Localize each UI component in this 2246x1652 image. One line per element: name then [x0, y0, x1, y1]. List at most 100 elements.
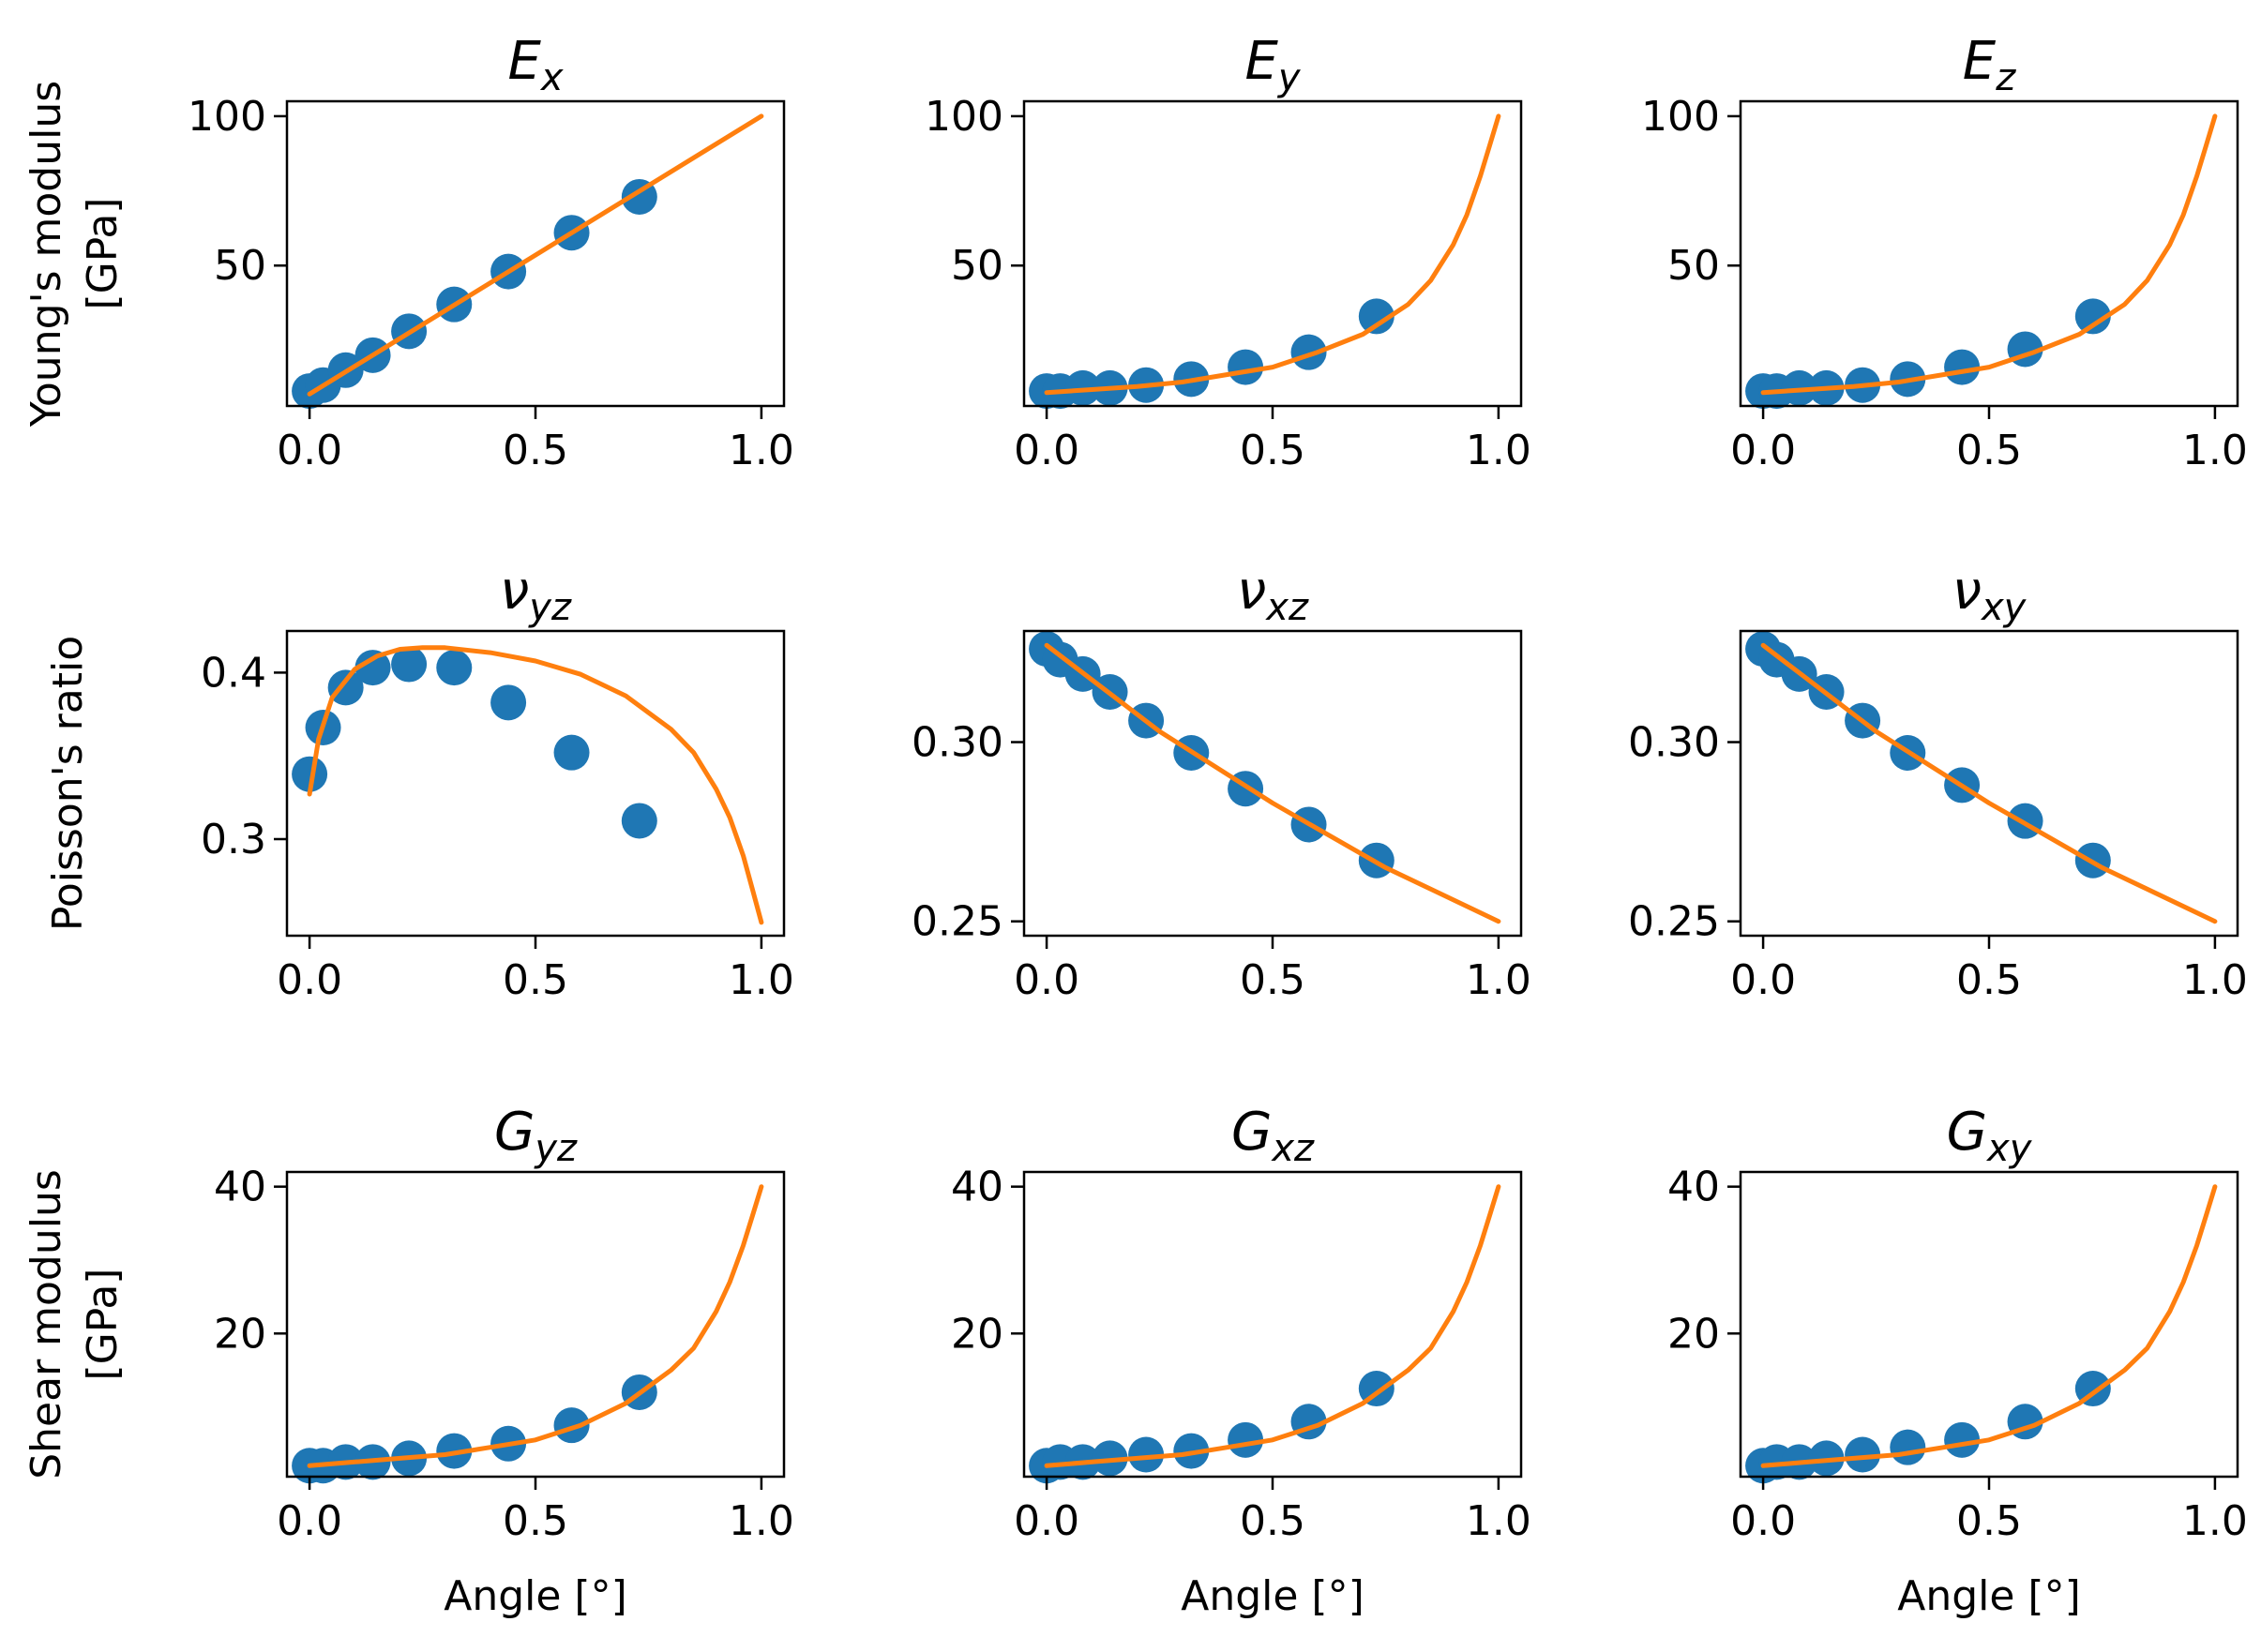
y-tick-label: 100 — [925, 93, 1003, 141]
fit-line — [1044, 1184, 1501, 1468]
y-tick-label: 40 — [1667, 1164, 1720, 1211]
data-point — [621, 803, 657, 839]
x-tick-label: 1.0 — [1466, 427, 1531, 474]
x-tick-label: 1.0 — [729, 1497, 794, 1545]
x-tick-label: 1.0 — [1466, 1497, 1531, 1545]
x-tick-label: 0.5 — [1956, 956, 2022, 1004]
subplot-Gyz-6: 0.0 0.5 1.0 20 40 Gyz Angle [°] Shear modulus [G… — [23, 1102, 794, 1620]
subplot-title: νxz — [1237, 561, 1309, 629]
y-tick-label: 0.30 — [1628, 719, 1720, 767]
data-point — [1290, 334, 1327, 370]
subplot-title: νyz — [500, 561, 572, 629]
subplot-Ex-0: 0.0 0.5 1.0 50 100 Ex Young's modulus [GPa] — [23, 31, 794, 474]
x-tick-label: 0.0 — [1730, 956, 1796, 1004]
y-tick-label: 40 — [214, 1164, 266, 1211]
subplot-title: νxy — [1952, 561, 2027, 629]
subplot-title-subscript: z — [1995, 56, 2016, 99]
data-point — [1228, 1421, 1264, 1458]
subplot-title-symbol: G — [1231, 1102, 1272, 1163]
data-point — [1890, 1429, 1926, 1465]
subplot-title-symbol: ν — [1237, 561, 1266, 622]
fit-line — [1760, 642, 2218, 924]
subplot-title-subscript: xz — [1270, 1127, 1315, 1170]
x-tick-label: 0.0 — [1014, 1497, 1079, 1545]
data-point — [1128, 1436, 1165, 1473]
fit-line — [1760, 113, 2218, 396]
x-axis-label: Angle [°] — [444, 1572, 627, 1620]
y-tick-label: 0.3 — [201, 816, 266, 864]
data-point — [436, 650, 473, 686]
subplot-title: Gxz — [1231, 1102, 1315, 1170]
x-tick-label: 0.5 — [1956, 427, 2022, 474]
y-tick-label: 100 — [1641, 93, 1720, 141]
subplot-title-symbol: E — [1244, 31, 1278, 92]
subplot-Ez-2: 0.0 0.5 1.0 50 100 Ez — [1641, 31, 2246, 474]
subplot-title-subscript: y — [1277, 56, 1302, 99]
subplot-title-subscript: xz — [1264, 586, 1309, 629]
x-tick-label: 0.5 — [503, 1497, 568, 1545]
data-point — [354, 650, 391, 686]
x-tick-label: 1.0 — [2182, 956, 2246, 1004]
subplot-title-symbol: E — [1963, 31, 1997, 92]
y-axis-label: [GPa] — [79, 198, 127, 310]
subplot-title-subscript: x — [539, 56, 564, 99]
x-tick-label: 0.5 — [1240, 1497, 1305, 1545]
subplot-title-subscript: xy — [1985, 1127, 2033, 1170]
y-axis-label: Young's modulus — [23, 81, 70, 428]
subplot-Gxz-7: 0.0 0.5 1.0 20 40 Gxz Angle [°] — [951, 1102, 1531, 1620]
y-tick-label: 0.30 — [912, 719, 1003, 767]
data-point — [2074, 298, 2111, 335]
data-point — [292, 756, 328, 792]
subplot-title-subscript: xy — [1980, 586, 2027, 629]
fit-line — [1760, 1184, 2218, 1468]
subplot-xy-5: 0.0 0.5 1.0 0.25 0.30 νxy — [1628, 561, 2246, 1004]
y-tick-label: 0.25 — [1628, 898, 1720, 946]
x-tick-label: 1.0 — [2182, 1497, 2246, 1545]
x-tick-label: 0.0 — [277, 427, 342, 474]
y-tick-label: 50 — [1667, 242, 1720, 290]
data-point — [490, 684, 527, 721]
y-tick-label: 20 — [1667, 1310, 1720, 1358]
fit-line — [307, 645, 764, 925]
x-tick-label: 0.5 — [1956, 1497, 2022, 1545]
x-tick-label: 1.0 — [1466, 956, 1531, 1004]
x-tick-label: 0.0 — [277, 1497, 342, 1545]
y-axis-label: Poisson's ratio — [44, 636, 92, 931]
y-tick-label: 100 — [188, 93, 266, 141]
data-point — [1228, 349, 1264, 385]
subplot-title-symbol: G — [1947, 1102, 1987, 1163]
subplot-title-subscript: yz — [534, 1127, 578, 1170]
y-tick-label: 50 — [214, 242, 266, 290]
subplot-yz-3: 0.0 0.5 1.0 0.3 0.4 νyz Poisson's ratio — [44, 561, 794, 1004]
x-tick-label: 0.5 — [1240, 956, 1305, 1004]
x-tick-label: 0.0 — [1730, 427, 1796, 474]
y-tick-label: 20 — [214, 1310, 266, 1358]
subplot-title-symbol: ν — [1952, 561, 1982, 622]
y-tick-label: 20 — [951, 1310, 1003, 1358]
subplot-title-subscript: yz — [528, 586, 572, 629]
subplot-title: Ex — [507, 31, 563, 99]
data-point — [391, 646, 428, 683]
data-point — [1944, 349, 1981, 385]
x-tick-label: 1.0 — [2182, 427, 2246, 474]
data-point — [553, 734, 590, 771]
fit-line — [307, 113, 764, 397]
subplot-title-symbol: G — [494, 1102, 535, 1163]
x-tick-label: 0.5 — [503, 956, 568, 1004]
y-tick-label: 40 — [951, 1164, 1003, 1211]
fit-line — [1044, 113, 1501, 396]
data-point — [1358, 298, 1394, 335]
subplot-xz-4: 0.0 0.5 1.0 0.25 0.30 νxz — [912, 561, 1531, 1004]
x-tick-label: 0.5 — [503, 427, 568, 474]
y-axis-label: [GPa] — [79, 1269, 127, 1381]
data-point — [327, 669, 364, 706]
y-tick-label: 50 — [951, 242, 1003, 290]
subplot-title-symbol: ν — [500, 561, 529, 622]
x-tick-label: 0.0 — [277, 956, 342, 1004]
subplot-title: Gxy — [1947, 1102, 2033, 1170]
y-tick-label: 0.4 — [201, 649, 266, 697]
fit-line — [1044, 642, 1501, 924]
y-axis-label: Shear modulus — [23, 1169, 70, 1479]
x-tick-label: 1.0 — [729, 427, 794, 474]
